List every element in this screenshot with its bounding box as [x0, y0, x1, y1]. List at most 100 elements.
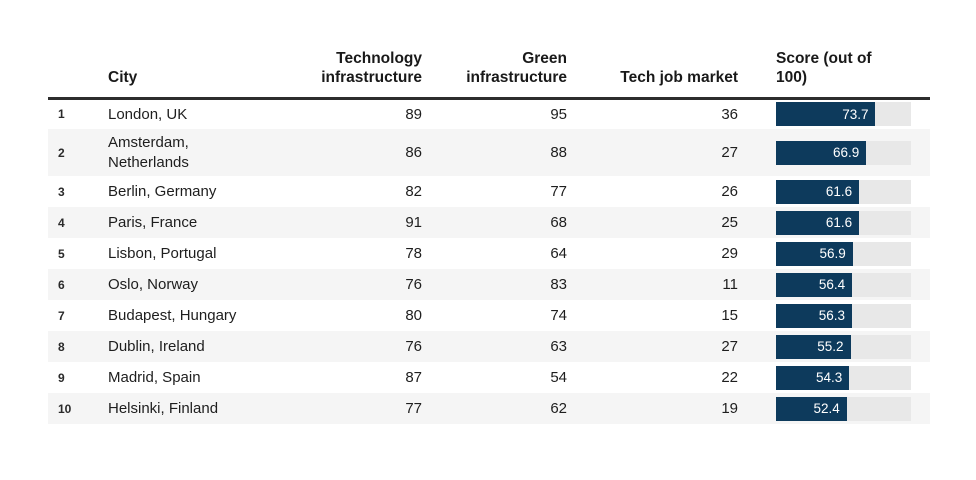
score-cell: 66.9 — [738, 129, 930, 176]
score-bar: 55.2 — [776, 334, 851, 359]
green-infrastructure-cell: 54 — [550, 369, 567, 386]
score-cell: 52.4 — [738, 393, 930, 424]
table-row: 4 Paris, France 91 68 25 61.6 — [48, 207, 930, 238]
score-bar-track: 56.9 — [776, 241, 911, 266]
tech-job-market-cell: 15 — [721, 307, 738, 324]
table-row: 5 Lisbon, Portugal 78 64 29 56.9 — [48, 238, 930, 269]
rank-cell: 1 — [58, 107, 65, 122]
city-ranking-table: City Technology infrastructure Green inf… — [48, 30, 930, 424]
header-city: City — [108, 30, 258, 100]
green-infrastructure-cell: 88 — [550, 144, 567, 161]
header-technology-infrastructure-label: Technology infrastructure — [321, 49, 422, 87]
score-bar: 61.6 — [776, 179, 860, 204]
table-row: 9 Madrid, Spain 87 54 22 54.3 — [48, 362, 930, 393]
score-bar-track: 52.4 — [776, 396, 911, 421]
score-cell: 54.3 — [738, 362, 930, 393]
score-bar-track: 66.9 — [776, 140, 911, 165]
score-value: 61.6 — [825, 215, 853, 230]
green-infrastructure-cell: 83 — [550, 276, 567, 293]
green-infrastructure-cell: 77 — [550, 183, 567, 200]
score-bar-track: 61.6 — [776, 210, 911, 235]
city-cell: Amsterdam, Netherlands — [108, 134, 189, 171]
table-row: 8 Dublin, Ireland 76 63 27 55.2 — [48, 331, 930, 362]
technology-infrastructure-cell: 78 — [405, 245, 422, 262]
technology-infrastructure-cell: 89 — [405, 105, 422, 123]
tech-job-market-cell: 11 — [722, 276, 738, 293]
technology-infrastructure-cell: 91 — [405, 214, 422, 231]
city-cell: Dublin, Ireland — [108, 337, 205, 355]
tech-job-market-cell: 29 — [721, 245, 738, 262]
table-row: 10 Helsinki, Finland 77 62 19 52.4 — [48, 393, 930, 424]
score-bar: 52.4 — [776, 396, 847, 421]
score-cell: 61.6 — [738, 207, 930, 238]
rank-cell: 5 — [58, 246, 65, 261]
rank-cell: 8 — [58, 339, 65, 354]
city-cell: Oslo, Norway — [108, 275, 199, 293]
header-tech-job-market: Tech job market — [567, 30, 738, 100]
green-infrastructure-cell: 95 — [550, 105, 567, 123]
green-infrastructure-cell: 74 — [550, 307, 567, 324]
city-cell: Budapest, Hungary — [108, 306, 237, 324]
technology-infrastructure-cell: 77 — [405, 400, 422, 417]
green-infrastructure-cell: 62 — [550, 400, 567, 417]
table-row: 2 Amsterdam, Netherlands 86 88 27 66.9 — [48, 129, 930, 176]
green-infrastructure-cell: 68 — [550, 214, 567, 231]
score-bar-track: 54.3 — [776, 365, 911, 390]
table-row: 1 London, UK 89 95 36 73.7 — [48, 98, 930, 129]
tech-job-market-cell: 27 — [721, 144, 738, 161]
score-bar: 66.9 — [776, 140, 867, 165]
table-row: 3 Berlin, Germany 82 77 26 61.6 — [48, 176, 930, 207]
score-value: 56.3 — [818, 308, 845, 323]
technology-infrastructure-cell: 76 — [405, 338, 422, 355]
score-value: 56.9 — [819, 246, 846, 261]
score-cell: 73.7 — [738, 98, 930, 129]
city-cell: Helsinki, Finland — [108, 399, 219, 417]
rank-cell: 10 — [58, 401, 72, 416]
table-body: 1 London, UK 89 95 36 73.7 2 Amsterdam, … — [48, 98, 930, 424]
header-score-label: Score (out of 100) — [776, 49, 872, 87]
header-score: Score (out of 100) — [738, 30, 930, 100]
table-row: 7 Budapest, Hungary 80 74 15 56.3 — [48, 300, 930, 331]
score-cell: 55.2 — [738, 331, 930, 362]
score-value: 52.4 — [813, 401, 840, 416]
header-green-infrastructure-label: Green infrastructure — [466, 49, 567, 87]
header-city-label: City — [108, 69, 138, 87]
score-bar-track: 55.2 — [776, 334, 911, 359]
technology-infrastructure-cell: 86 — [405, 144, 422, 161]
header-row: City Technology infrastructure Green inf… — [48, 30, 930, 100]
score-cell: 61.6 — [738, 176, 930, 207]
header-technology-infrastructure: Technology infrastructure — [258, 30, 422, 100]
city-cell: Paris, France — [108, 213, 198, 231]
rank-cell: 3 — [58, 184, 65, 199]
city-cell: London, UK — [108, 105, 188, 123]
header-rank — [48, 30, 108, 100]
score-bar: 56.9 — [776, 241, 853, 266]
rank-cell: 7 — [58, 308, 65, 323]
city-cell: Madrid, Spain — [108, 368, 201, 386]
score-bar: 61.6 — [776, 210, 860, 235]
rank-cell: 4 — [58, 215, 65, 230]
score-bar: 54.3 — [776, 365, 850, 390]
tech-job-market-cell: 19 — [721, 400, 738, 417]
score-bar: 73.7 — [776, 102, 876, 127]
table-row: 6 Oslo, Norway 76 83 11 56.4 — [48, 269, 930, 300]
score-bar-track: 56.4 — [776, 272, 911, 297]
score-cell: 56.3 — [738, 300, 930, 331]
tech-job-market-cell: 27 — [721, 338, 738, 355]
score-bar-track: 73.7 — [776, 102, 911, 127]
green-infrastructure-cell: 63 — [550, 338, 567, 355]
score-bar: 56.3 — [776, 303, 852, 328]
tech-job-market-cell: 36 — [721, 105, 738, 123]
score-value: 61.6 — [825, 184, 853, 199]
score-value: 73.7 — [842, 106, 869, 122]
tech-job-market-cell: 26 — [721, 183, 738, 200]
technology-infrastructure-cell: 80 — [405, 307, 422, 324]
score-value: 54.3 — [816, 370, 843, 385]
rank-cell: 2 — [58, 145, 65, 160]
technology-infrastructure-cell: 82 — [405, 183, 422, 200]
header-tech-job-market-label: Tech job market — [620, 69, 738, 87]
city-cell: Lisbon, Portugal — [108, 244, 217, 262]
city-cell: Berlin, Germany — [108, 182, 217, 200]
score-value: 55.2 — [817, 339, 844, 354]
